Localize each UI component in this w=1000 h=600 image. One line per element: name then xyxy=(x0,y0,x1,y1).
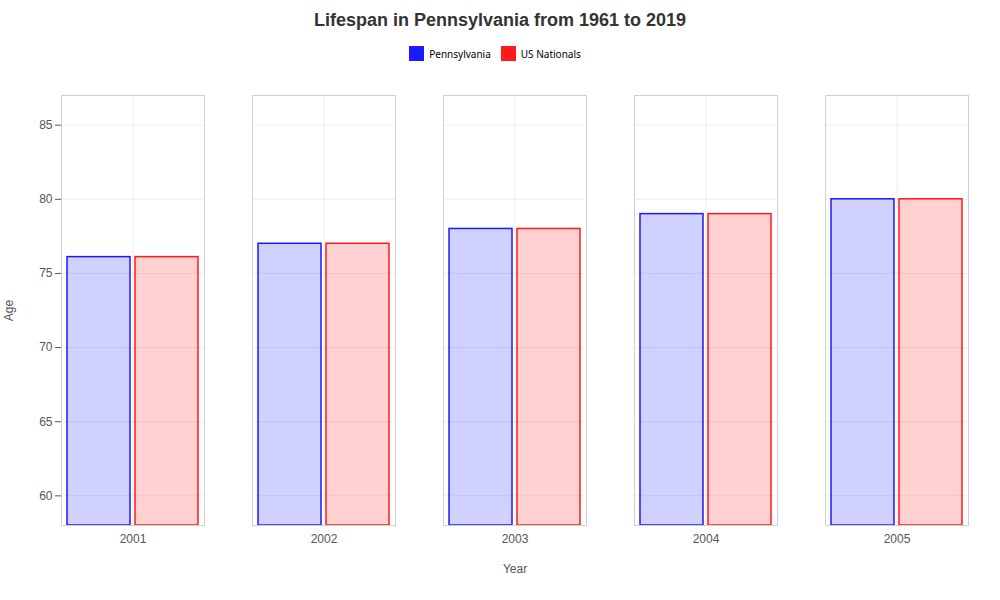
svg-text:60: 60 xyxy=(39,489,53,503)
svg-text:85: 85 xyxy=(39,118,53,132)
svg-text:2004: 2004 xyxy=(693,532,720,546)
svg-text:65: 65 xyxy=(39,415,53,429)
svg-text:75: 75 xyxy=(39,266,53,280)
html-text:Pennsylvania: Pennsylvania xyxy=(429,46,491,61)
svg-text:2002: 2002 xyxy=(311,532,338,546)
svg-text:2003: 2003 xyxy=(502,532,529,546)
svg-text:Age: Age xyxy=(2,300,16,322)
html-text:Lifespan in Pennsylvania from: Lifespan in Pennsylvania from 1961 to 20… xyxy=(313,10,687,30)
svg-text:Year: Year xyxy=(503,562,527,576)
svg-text:70: 70 xyxy=(39,340,53,354)
svg-text:2001: 2001 xyxy=(120,532,147,546)
svg-text:80: 80 xyxy=(39,192,53,206)
svg-text:2005: 2005 xyxy=(884,532,911,546)
html-text:US Nationals: US Nationals xyxy=(520,46,581,61)
